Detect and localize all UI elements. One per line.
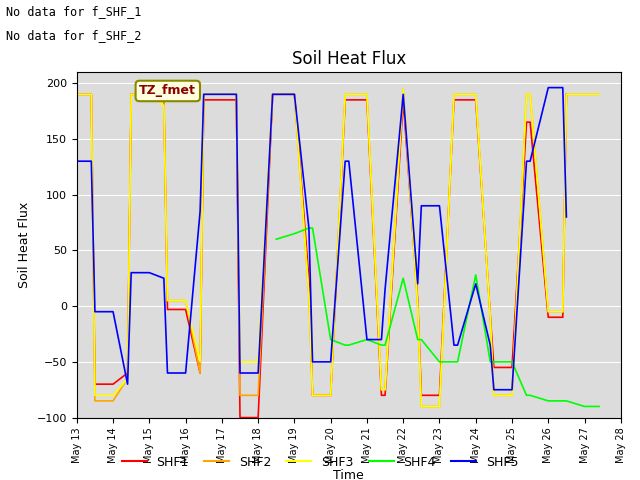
X-axis label: Time: Time xyxy=(333,469,364,480)
Y-axis label: Soil Heat Flux: Soil Heat Flux xyxy=(18,202,31,288)
Text: TZ_fmet: TZ_fmet xyxy=(140,84,196,97)
Text: No data for f_SHF_1: No data for f_SHF_1 xyxy=(6,5,142,18)
Text: No data for f_SHF_2: No data for f_SHF_2 xyxy=(6,29,142,42)
Title: Soil Heat Flux: Soil Heat Flux xyxy=(292,49,406,68)
Legend: SHF1, SHF2, SHF3, SHF4, SHF5: SHF1, SHF2, SHF3, SHF4, SHF5 xyxy=(116,451,524,474)
